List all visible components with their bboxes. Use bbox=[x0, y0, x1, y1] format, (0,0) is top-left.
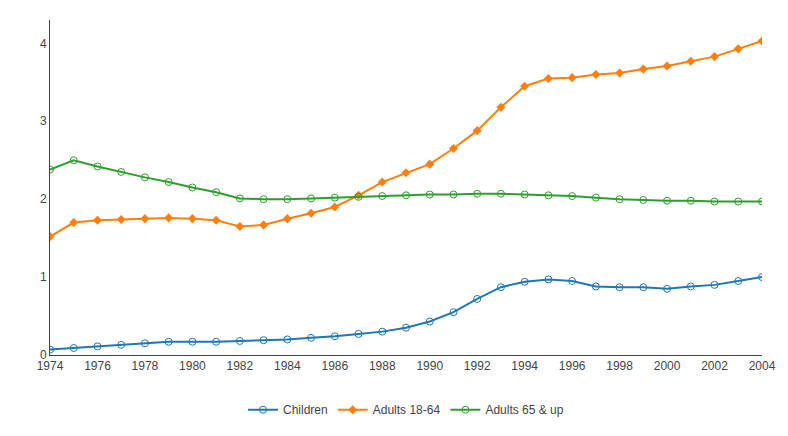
svg-text:2000: 2000 bbox=[654, 359, 681, 373]
svg-text:1978: 1978 bbox=[132, 359, 159, 373]
svg-text:1982: 1982 bbox=[227, 359, 254, 373]
svg-text:2002: 2002 bbox=[701, 359, 728, 373]
svg-text:1988: 1988 bbox=[369, 359, 396, 373]
svg-text:2: 2 bbox=[40, 192, 47, 206]
svg-text:0: 0 bbox=[40, 348, 47, 362]
svg-text:3: 3 bbox=[40, 114, 47, 128]
svg-text:Children: Children bbox=[283, 403, 328, 417]
svg-text:1976: 1976 bbox=[84, 359, 111, 373]
svg-text:2004: 2004 bbox=[749, 359, 776, 373]
svg-text:1996: 1996 bbox=[559, 359, 586, 373]
svg-text:1992: 1992 bbox=[464, 359, 491, 373]
svg-text:1994: 1994 bbox=[511, 359, 538, 373]
svg-text:1980: 1980 bbox=[179, 359, 206, 373]
svg-text:4: 4 bbox=[40, 37, 47, 51]
svg-text:Adults 18-64: Adults 18-64 bbox=[373, 403, 441, 417]
svg-text:1974: 1974 bbox=[37, 359, 64, 373]
svg-text:1990: 1990 bbox=[416, 359, 443, 373]
svg-text:1986: 1986 bbox=[321, 359, 348, 373]
svg-text:Adults 65 & up: Adults 65 & up bbox=[485, 403, 563, 417]
svg-text:1984: 1984 bbox=[274, 359, 301, 373]
svg-text:1998: 1998 bbox=[606, 359, 633, 373]
svg-text:1: 1 bbox=[40, 270, 47, 284]
